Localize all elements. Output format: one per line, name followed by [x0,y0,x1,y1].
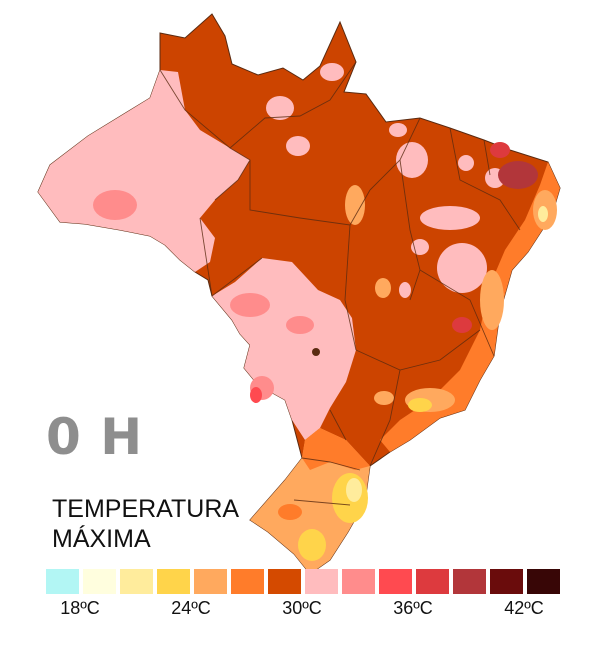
legend-swatch-1 [83,569,116,594]
legend-title-line1: TEMPERATURA [52,495,240,523]
legend-swatch-9 [379,569,412,594]
state-borders [159,61,521,506]
legend-swatch-10 [416,569,449,594]
legend-tick-label: 42ºC [504,598,544,618]
legend-swatch-4 [194,569,227,594]
legend-swatch-13 [527,569,560,594]
legend-tick-label: 36ºC [393,598,433,618]
legend-swatch-12 [490,569,523,594]
legend-tick-label: 18ºC [60,598,100,618]
legend-swatch-5 [231,569,264,594]
time-label: 0 H [46,408,144,466]
legend-tick-labels: 18ºC 24ºC 30ºC 36ºC 42ºC [0,598,600,622]
legend-tick-label: 30ºC [282,598,322,618]
legend-swatch-2 [120,569,153,594]
legend-tick-label: 24ºC [171,598,211,618]
legend-swatch-7 [305,569,338,594]
legend-color-scale [46,569,560,594]
legend-title-line2: MÁXIMA [52,525,151,553]
legend-swatch-0 [46,569,79,594]
mild-zone-west [38,70,250,272]
legend-swatch-8 [342,569,375,594]
legend-swatch-11 [453,569,486,594]
legend-swatch-3 [157,569,190,594]
legend-swatch-6 [268,569,301,594]
legend-title: TEMPERATURA MÁXIMA [52,494,239,554]
